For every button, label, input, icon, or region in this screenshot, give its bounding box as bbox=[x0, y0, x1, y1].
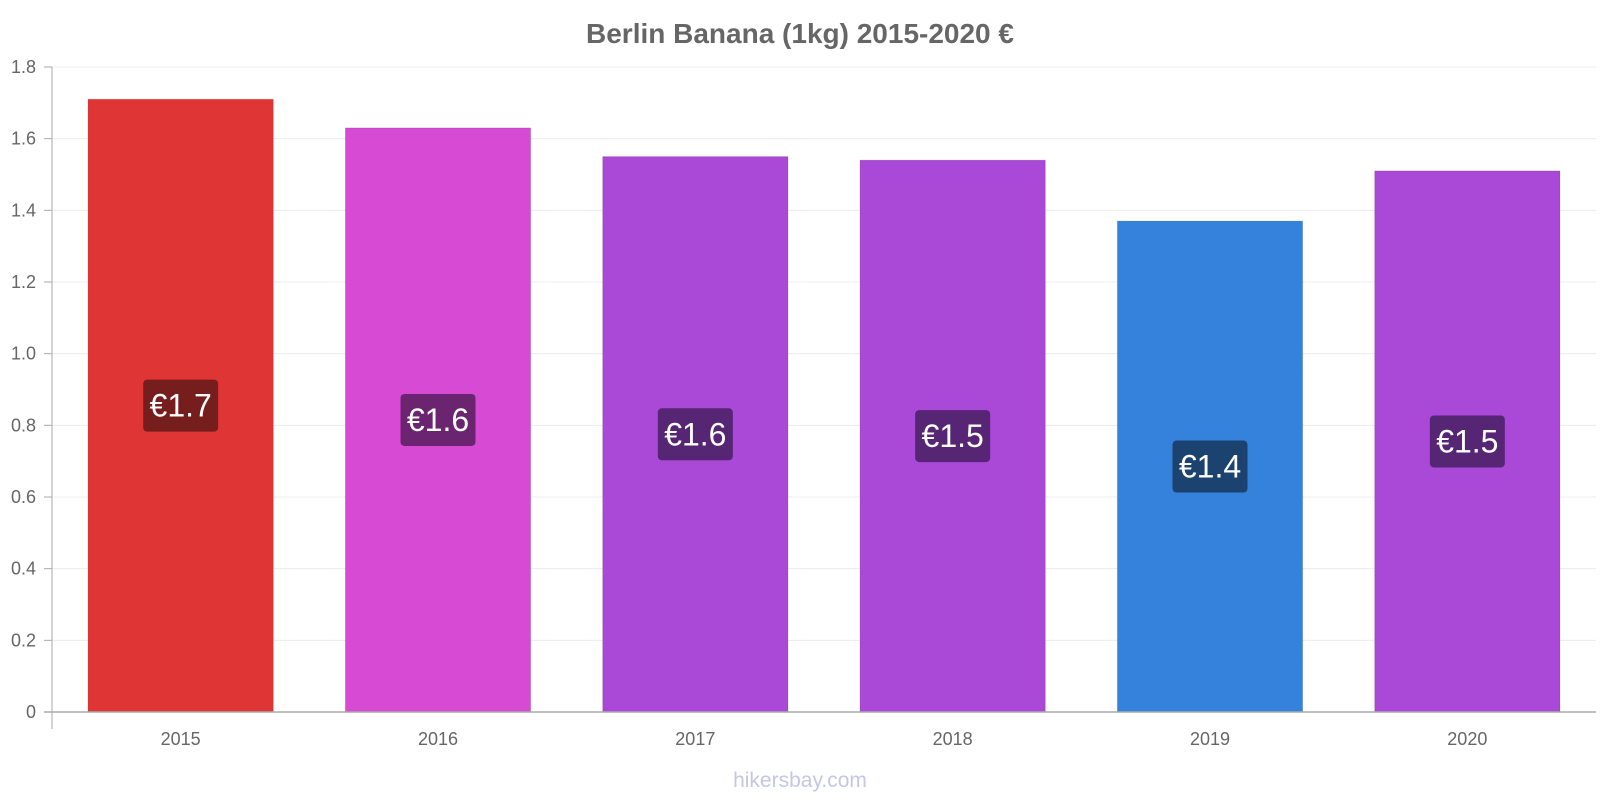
data-label: €1.7 bbox=[150, 388, 212, 424]
y-tick-label: 0 bbox=[26, 702, 36, 722]
bars bbox=[87, 98, 1561, 713]
y-tick-label: 0.2 bbox=[11, 630, 36, 650]
data-label-box bbox=[657, 408, 733, 461]
data-label-box bbox=[143, 379, 219, 432]
bar-2015 bbox=[87, 98, 274, 713]
y-tick-label: 0.6 bbox=[11, 487, 36, 507]
data-label: €1.5 bbox=[922, 418, 984, 454]
y-tick-label: 1.8 bbox=[11, 57, 36, 77]
data-label: €1.6 bbox=[664, 416, 726, 452]
x-tick-label: 2016 bbox=[418, 729, 458, 749]
x-tick-label: 2019 bbox=[1190, 729, 1230, 749]
x-tick-label: 2018 bbox=[933, 729, 973, 749]
data-label-box bbox=[915, 410, 991, 463]
chart-title: Berlin Banana (1kg) 2015-2020 € bbox=[586, 18, 1014, 49]
data-label: €1.5 bbox=[1436, 423, 1498, 459]
y-tick-label: 1.4 bbox=[11, 200, 36, 220]
x-tick-label: 2015 bbox=[161, 729, 201, 749]
y-tick-label: 0.8 bbox=[11, 415, 36, 435]
data-label-box bbox=[1172, 440, 1248, 493]
data-label: €1.4 bbox=[1179, 449, 1241, 485]
grid bbox=[52, 66, 1596, 641]
x-tick-label: 2020 bbox=[1447, 729, 1487, 749]
data-label-box bbox=[1429, 415, 1505, 468]
data-label-box bbox=[400, 393, 476, 446]
y-tick-label: 1.0 bbox=[11, 344, 36, 364]
y-tick-label: 0.4 bbox=[11, 559, 36, 579]
data-labels: €1.7 €1.6 €1.6 €1.5 €1.4 €1.5 bbox=[143, 379, 1505, 493]
source-credit: hikersbay.com bbox=[733, 769, 867, 792]
x-tick-label: 2017 bbox=[675, 729, 715, 749]
data-label: €1.6 bbox=[407, 402, 469, 438]
y-tick-label: 1.6 bbox=[11, 129, 36, 149]
axes: 0 0.2 0.4 0.6 0.8 1.0 1.2 1.4 1.6 1.8 2015 2016 2017… bbox=[11, 57, 1596, 749]
y-tick-label: 1.2 bbox=[11, 272, 36, 292]
